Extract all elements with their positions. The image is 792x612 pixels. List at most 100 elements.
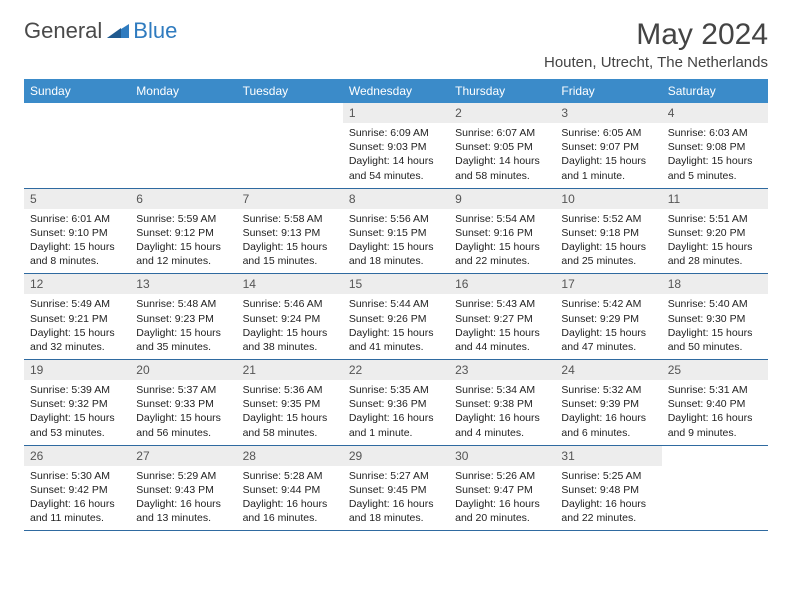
month-title: May 2024 [544, 18, 768, 52]
day-number: 30 [449, 446, 555, 466]
location: Houten, Utrecht, The Netherlands [544, 54, 768, 71]
calendar-day-cell: 19Sunrise: 5:39 AMSunset: 9:32 PMDayligh… [24, 360, 130, 446]
day-number: 18 [662, 274, 768, 294]
calendar-day-cell: 24Sunrise: 5:32 AMSunset: 9:39 PMDayligh… [555, 360, 661, 446]
day-info: Sunrise: 6:07 AMSunset: 9:05 PMDaylight:… [449, 123, 555, 188]
day-number: 5 [24, 189, 130, 209]
day-info: Sunrise: 5:34 AMSunset: 9:38 PMDaylight:… [449, 380, 555, 445]
calendar-day-cell: 15Sunrise: 5:44 AMSunset: 9:26 PMDayligh… [343, 274, 449, 360]
calendar-day-cell: 12Sunrise: 5:49 AMSunset: 9:21 PMDayligh… [24, 274, 130, 360]
calendar-day-cell: 7Sunrise: 5:58 AMSunset: 9:13 PMDaylight… [237, 188, 343, 274]
day-number: 6 [130, 189, 236, 209]
day-number: 27 [130, 446, 236, 466]
day-info: Sunrise: 5:42 AMSunset: 9:29 PMDaylight:… [555, 294, 661, 359]
calendar-day-cell [24, 103, 130, 188]
day-number: 13 [130, 274, 236, 294]
day-info: Sunrise: 5:35 AMSunset: 9:36 PMDaylight:… [343, 380, 449, 445]
day-number: 22 [343, 360, 449, 380]
calendar-day-cell: 10Sunrise: 5:52 AMSunset: 9:18 PMDayligh… [555, 188, 661, 274]
day-number: 4 [662, 103, 768, 123]
calendar-week-row: 12Sunrise: 5:49 AMSunset: 9:21 PMDayligh… [24, 274, 768, 360]
day-number: 8 [343, 189, 449, 209]
title-block: May 2024 Houten, Utrecht, The Netherland… [544, 18, 768, 71]
day-info: Sunrise: 5:32 AMSunset: 9:39 PMDaylight:… [555, 380, 661, 445]
day-info: Sunrise: 6:09 AMSunset: 9:03 PMDaylight:… [343, 123, 449, 188]
day-info: Sunrise: 5:52 AMSunset: 9:18 PMDaylight:… [555, 209, 661, 274]
calendar-day-cell: 30Sunrise: 5:26 AMSunset: 9:47 PMDayligh… [449, 445, 555, 531]
calendar-week-row: 1Sunrise: 6:09 AMSunset: 9:03 PMDaylight… [24, 103, 768, 188]
logo: General Blue [24, 18, 177, 44]
calendar-day-cell [662, 445, 768, 531]
day-number: 24 [555, 360, 661, 380]
day-info: Sunrise: 5:27 AMSunset: 9:45 PMDaylight:… [343, 466, 449, 531]
day-info: Sunrise: 5:36 AMSunset: 9:35 PMDaylight:… [237, 380, 343, 445]
weekday-header: Saturday [662, 79, 768, 103]
calendar-day-cell: 2Sunrise: 6:07 AMSunset: 9:05 PMDaylight… [449, 103, 555, 188]
calendar-day-cell: 20Sunrise: 5:37 AMSunset: 9:33 PMDayligh… [130, 360, 236, 446]
calendar-week-row: 5Sunrise: 6:01 AMSunset: 9:10 PMDaylight… [24, 188, 768, 274]
calendar-day-cell: 17Sunrise: 5:42 AMSunset: 9:29 PMDayligh… [555, 274, 661, 360]
day-number: 11 [662, 189, 768, 209]
calendar-day-cell: 26Sunrise: 5:30 AMSunset: 9:42 PMDayligh… [24, 445, 130, 531]
day-number: 15 [343, 274, 449, 294]
day-info: Sunrise: 5:25 AMSunset: 9:48 PMDaylight:… [555, 466, 661, 531]
weekday-header: Wednesday [343, 79, 449, 103]
day-number: 31 [555, 446, 661, 466]
logo-text-2: Blue [133, 18, 177, 44]
day-number: 1 [343, 103, 449, 123]
calendar-day-cell [130, 103, 236, 188]
day-info: Sunrise: 5:26 AMSunset: 9:47 PMDaylight:… [449, 466, 555, 531]
day-info: Sunrise: 5:40 AMSunset: 9:30 PMDaylight:… [662, 294, 768, 359]
calendar-day-cell: 3Sunrise: 6:05 AMSunset: 9:07 PMDaylight… [555, 103, 661, 188]
day-number: 23 [449, 360, 555, 380]
calendar-week-row: 26Sunrise: 5:30 AMSunset: 9:42 PMDayligh… [24, 445, 768, 531]
calendar-day-cell: 9Sunrise: 5:54 AMSunset: 9:16 PMDaylight… [449, 188, 555, 274]
calendar-day-cell: 29Sunrise: 5:27 AMSunset: 9:45 PMDayligh… [343, 445, 449, 531]
calendar-day-cell: 1Sunrise: 6:09 AMSunset: 9:03 PMDaylight… [343, 103, 449, 188]
day-info: Sunrise: 5:43 AMSunset: 9:27 PMDaylight:… [449, 294, 555, 359]
calendar-body: 1Sunrise: 6:09 AMSunset: 9:03 PMDaylight… [24, 103, 768, 531]
weekday-header-row: SundayMondayTuesdayWednesdayThursdayFrid… [24, 79, 768, 103]
day-number: 10 [555, 189, 661, 209]
day-info: Sunrise: 5:51 AMSunset: 9:20 PMDaylight:… [662, 209, 768, 274]
day-info: Sunrise: 5:59 AMSunset: 9:12 PMDaylight:… [130, 209, 236, 274]
day-number: 17 [555, 274, 661, 294]
weekday-header: Thursday [449, 79, 555, 103]
day-info: Sunrise: 6:01 AMSunset: 9:10 PMDaylight:… [24, 209, 130, 274]
weekday-header: Tuesday [237, 79, 343, 103]
day-info: Sunrise: 5:58 AMSunset: 9:13 PMDaylight:… [237, 209, 343, 274]
calendar-table: SundayMondayTuesdayWednesdayThursdayFrid… [24, 79, 768, 531]
day-number: 26 [24, 446, 130, 466]
calendar-day-cell: 23Sunrise: 5:34 AMSunset: 9:38 PMDayligh… [449, 360, 555, 446]
day-info: Sunrise: 5:44 AMSunset: 9:26 PMDaylight:… [343, 294, 449, 359]
calendar-day-cell [237, 103, 343, 188]
calendar-day-cell: 31Sunrise: 5:25 AMSunset: 9:48 PMDayligh… [555, 445, 661, 531]
calendar-day-cell: 4Sunrise: 6:03 AMSunset: 9:08 PMDaylight… [662, 103, 768, 188]
calendar-day-cell: 6Sunrise: 5:59 AMSunset: 9:12 PMDaylight… [130, 188, 236, 274]
logo-text-1: General [24, 18, 102, 44]
weekday-header: Monday [130, 79, 236, 103]
calendar-day-cell: 21Sunrise: 5:36 AMSunset: 9:35 PMDayligh… [237, 360, 343, 446]
day-number: 7 [237, 189, 343, 209]
calendar-day-cell: 18Sunrise: 5:40 AMSunset: 9:30 PMDayligh… [662, 274, 768, 360]
weekday-header: Sunday [24, 79, 130, 103]
calendar-week-row: 19Sunrise: 5:39 AMSunset: 9:32 PMDayligh… [24, 360, 768, 446]
calendar-day-cell: 11Sunrise: 5:51 AMSunset: 9:20 PMDayligh… [662, 188, 768, 274]
header: General Blue May 2024 Houten, Utrecht, T… [24, 18, 768, 71]
day-number: 2 [449, 103, 555, 123]
day-number: 20 [130, 360, 236, 380]
logo-triangle-icon [107, 18, 129, 44]
day-info: Sunrise: 5:49 AMSunset: 9:21 PMDaylight:… [24, 294, 130, 359]
day-info: Sunrise: 5:30 AMSunset: 9:42 PMDaylight:… [24, 466, 130, 531]
calendar-day-cell: 27Sunrise: 5:29 AMSunset: 9:43 PMDayligh… [130, 445, 236, 531]
day-info: Sunrise: 5:56 AMSunset: 9:15 PMDaylight:… [343, 209, 449, 274]
day-number: 12 [24, 274, 130, 294]
day-info: Sunrise: 5:37 AMSunset: 9:33 PMDaylight:… [130, 380, 236, 445]
calendar-day-cell: 16Sunrise: 5:43 AMSunset: 9:27 PMDayligh… [449, 274, 555, 360]
day-info: Sunrise: 5:48 AMSunset: 9:23 PMDaylight:… [130, 294, 236, 359]
day-info: Sunrise: 6:03 AMSunset: 9:08 PMDaylight:… [662, 123, 768, 188]
calendar-day-cell: 5Sunrise: 6:01 AMSunset: 9:10 PMDaylight… [24, 188, 130, 274]
calendar-day-cell: 25Sunrise: 5:31 AMSunset: 9:40 PMDayligh… [662, 360, 768, 446]
day-info: Sunrise: 5:31 AMSunset: 9:40 PMDaylight:… [662, 380, 768, 445]
calendar-day-cell: 22Sunrise: 5:35 AMSunset: 9:36 PMDayligh… [343, 360, 449, 446]
